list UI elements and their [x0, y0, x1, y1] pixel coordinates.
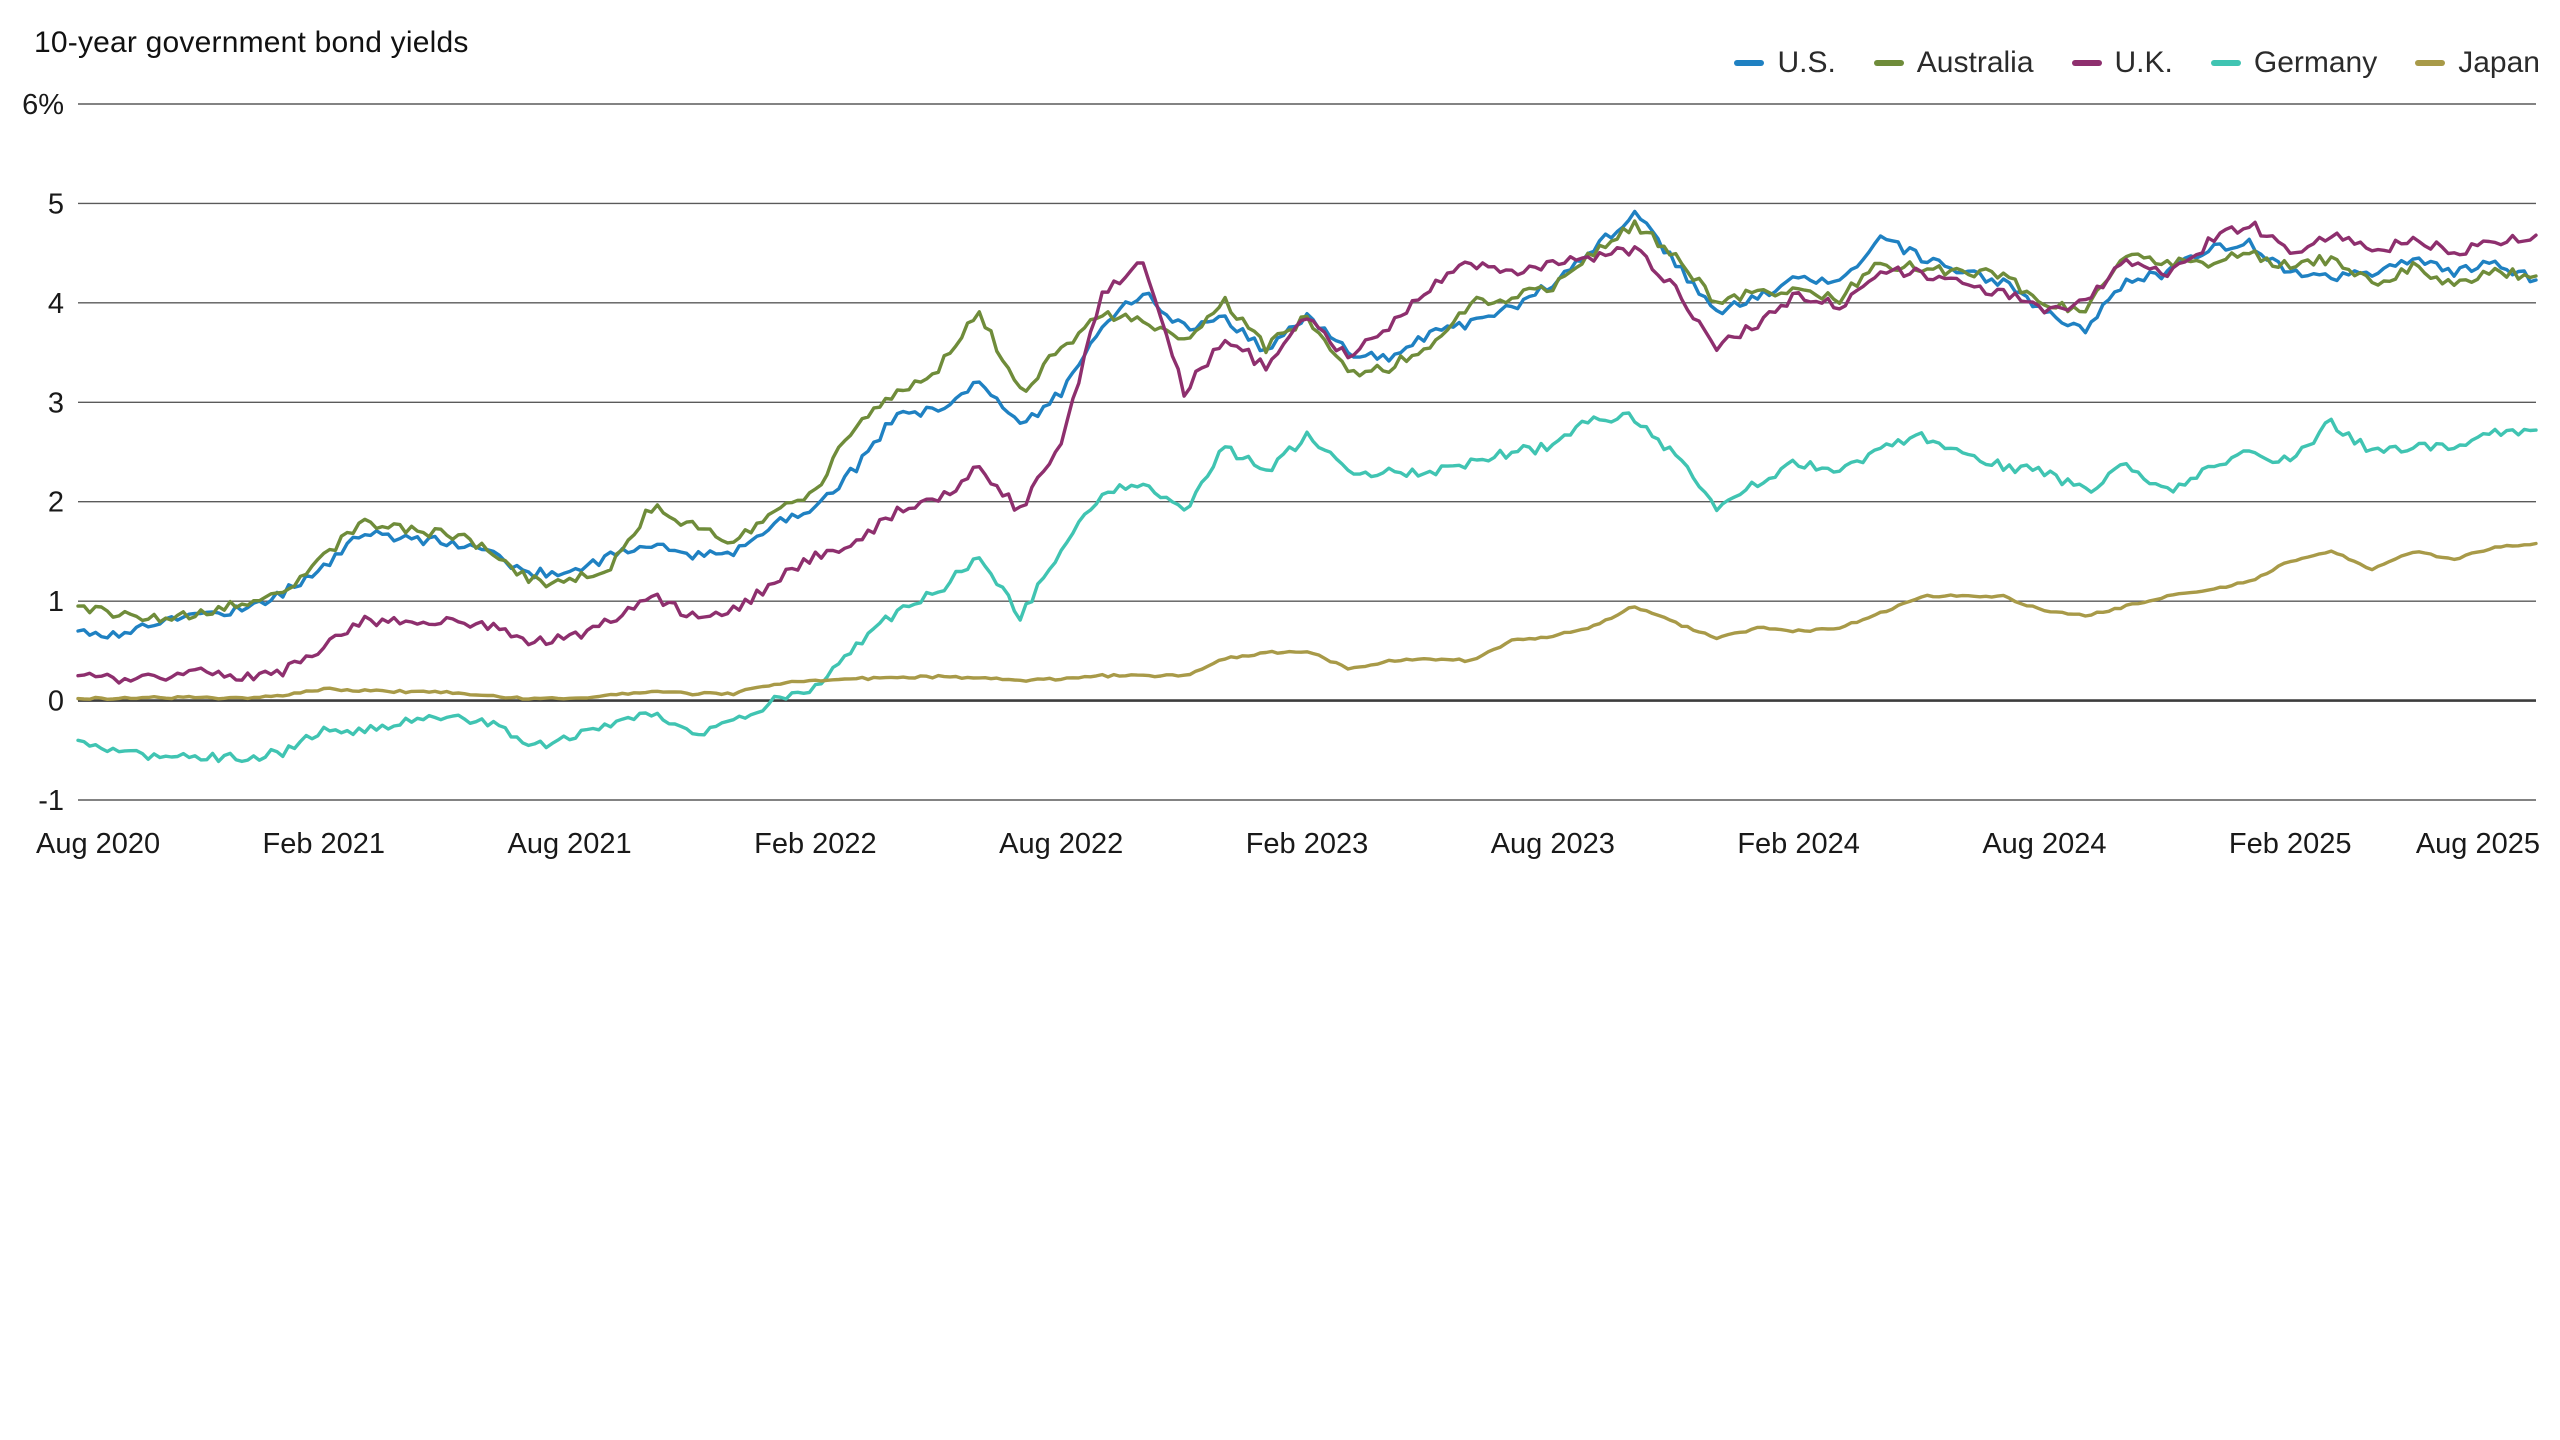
x-tick-label-1: Feb 2021 [263, 828, 386, 860]
y-tick-label-6: 6% [22, 89, 64, 121]
x-tick-label-5: Feb 2023 [1246, 828, 1369, 860]
legend-swatch-australia [1873, 60, 1904, 66]
x-tick-label-10: Aug 2025 [2416, 828, 2540, 860]
legend: U.S. Australia U.K. Germany Japan [1734, 46, 2540, 80]
y-tick-label-1: 1 [48, 586, 64, 618]
y-tick-label-5: 5 [48, 188, 64, 220]
legend-swatch-germany [2210, 60, 2241, 66]
y-tick-label--1: -1 [38, 785, 64, 817]
legend-label-uk: U.K. [2114, 46, 2173, 79]
legend-item-us: U.S. [1734, 46, 1836, 80]
x-tick-label-2: Aug 2021 [508, 828, 632, 860]
legend-label-germany: Germany [2253, 46, 2378, 79]
series-line-uk [76, 220, 2538, 685]
y-tick-label-4: 4 [48, 288, 64, 320]
legend-label-australia: Australia [1916, 46, 2034, 79]
x-tick-label-4: Aug 2022 [999, 828, 1123, 860]
legend-label-japan: Japan [2458, 46, 2540, 79]
legend-swatch-us [1734, 60, 1765, 66]
legend-item-japan: Japan [2415, 46, 2540, 80]
legend-item-uk: U.K. [2071, 46, 2173, 80]
legend-swatch-japan [2415, 60, 2446, 66]
series-line-japan [76, 541, 2538, 701]
legend-item-australia: Australia [1873, 46, 2034, 80]
legend-item-germany: Germany [2210, 46, 2378, 80]
legend-label-us: U.S. [1777, 46, 1836, 79]
x-tick-label-6: Aug 2023 [1491, 828, 1615, 860]
x-tick-label-7: Feb 2024 [1737, 828, 1860, 860]
x-tick-label-9: Feb 2025 [2229, 828, 2352, 860]
y-tick-label-2: 2 [48, 487, 64, 519]
x-tick-label-3: Feb 2022 [754, 828, 877, 860]
series-line-australia [76, 219, 2538, 624]
legend-swatch-uk [2071, 60, 2102, 66]
series-line-germany [76, 411, 2538, 764]
x-tick-label-8: Aug 2024 [1982, 828, 2106, 860]
x-tick-label-0: Aug 2020 [36, 828, 160, 860]
y-tick-label-0: 0 [48, 686, 64, 718]
chart-title: 10-year government bond yields [34, 26, 469, 59]
y-tick-label-3: 3 [48, 387, 64, 419]
